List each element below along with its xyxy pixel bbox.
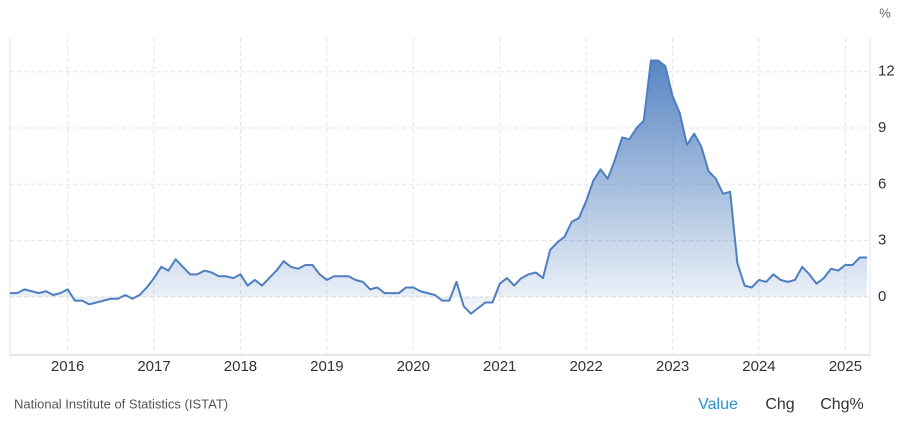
y-tick-label: 12 [878, 63, 895, 80]
x-tick-label: 2023 [656, 358, 689, 375]
x-tick-label: 2021 [483, 358, 516, 375]
y-tick-label: 3 [878, 232, 886, 249]
source: National Institute of Statistics (ISTAT) [14, 396, 228, 411]
chg-button[interactable]: Chg [765, 396, 794, 413]
x-tick-label: 2017 [137, 358, 170, 375]
line [10, 59, 867, 315]
area [10, 60, 867, 314]
x-tick-label: 2025 [829, 358, 862, 375]
chg-pct-button[interactable]: Chg% [820, 396, 864, 413]
y-tick-label: 0 [878, 288, 886, 305]
value-button[interactable]: Value [698, 396, 738, 413]
y-tick-label: 9 [878, 119, 886, 136]
x-tick-label: 2016 [51, 358, 84, 375]
x-tick-label: 2020 [397, 358, 430, 375]
unit-label: % [879, 5, 891, 20]
x-tick-label: 2018 [224, 358, 257, 375]
x-tick-label: 2022 [569, 358, 602, 375]
x-tick-label: 2024 [742, 358, 775, 375]
x-tick-label: 2019 [310, 358, 343, 375]
y-tick-label: 6 [878, 175, 886, 192]
